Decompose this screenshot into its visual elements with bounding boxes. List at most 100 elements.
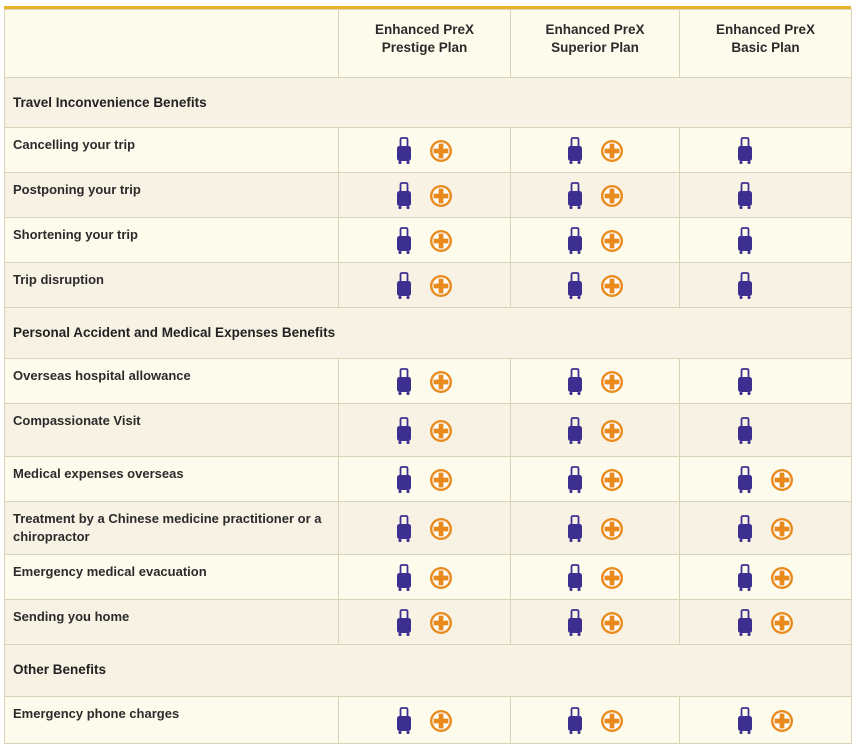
- coverage-cell-plan-3: [679, 358, 852, 404]
- coverage-icons: [396, 271, 453, 300]
- benefit-row: Emergency phone charges: [4, 696, 852, 744]
- luggage-icon: [567, 136, 583, 165]
- benefit-row: Emergency medical evacuation: [4, 554, 852, 600]
- benefit-row: Trip disruption: [4, 262, 852, 308]
- coverage-cell-plan-3: [679, 696, 852, 744]
- plan-name-line2: Prestige Plan: [381, 40, 468, 55]
- medical-cross-icon: [429, 566, 453, 590]
- luggage-icon: [567, 416, 583, 445]
- header-empty-cell: [4, 9, 339, 78]
- luggage-icon: [567, 514, 583, 543]
- coverage-icons: [396, 563, 453, 592]
- benefit-row: Overseas hospital allowance: [4, 358, 852, 404]
- coverage-icons: [567, 181, 624, 210]
- coverage-icons: [567, 271, 624, 300]
- luggage-icon: [737, 271, 753, 300]
- coverage-cell-plan-3: [679, 127, 852, 173]
- coverage-icons: [396, 416, 453, 445]
- benefit-row: Sending you home: [4, 599, 852, 645]
- medical-cross-icon: [770, 517, 794, 541]
- benefit-label: Postponing your trip: [4, 172, 339, 218]
- coverage-cell-plan-2: [510, 599, 680, 645]
- luggage-icon: [396, 706, 412, 735]
- medical-cross-icon: [429, 419, 453, 443]
- benefit-label: Overseas hospital allowance: [4, 358, 339, 404]
- medical-cross-icon: [600, 566, 624, 590]
- section-header-row: Travel Inconvenience Benefits: [4, 77, 852, 128]
- luggage-icon: [737, 136, 753, 165]
- benefit-label: Sending you home: [4, 599, 339, 645]
- luggage-icon: [567, 608, 583, 637]
- coverage-cell-plan-1: [338, 127, 511, 173]
- medical-cross-icon: [429, 370, 453, 394]
- coverage-cell-plan-1: [338, 217, 511, 263]
- luggage-icon: [567, 367, 583, 396]
- coverage-icons: [737, 136, 794, 165]
- coverage-icons: [737, 706, 794, 735]
- coverage-icons: [737, 226, 794, 255]
- luggage-icon: [567, 563, 583, 592]
- plan-name-line2: Basic Plan: [731, 40, 800, 55]
- coverage-icons: [396, 367, 453, 396]
- luggage-icon: [567, 271, 583, 300]
- benefit-label: Treatment by a Chinese medicine practiti…: [4, 501, 339, 555]
- plan-name-line1: Enhanced PreX: [545, 22, 645, 37]
- coverage-icons: [567, 416, 624, 445]
- luggage-icon: [737, 226, 753, 255]
- coverage-cell-plan-3: [679, 262, 852, 308]
- coverage-cell-plan-1: [338, 456, 511, 502]
- medical-cross-icon: [429, 517, 453, 541]
- coverage-icons: [396, 706, 453, 735]
- coverage-icons: [567, 367, 624, 396]
- medical-cross-icon: [429, 274, 453, 298]
- luggage-icon: [737, 181, 753, 210]
- luggage-icon: [737, 514, 753, 543]
- coverage-cell-plan-3: [679, 599, 852, 645]
- medical-cross-icon: [429, 184, 453, 208]
- luggage-icon: [737, 367, 753, 396]
- medical-cross-icon: [600, 611, 624, 635]
- medical-cross-icon: [600, 517, 624, 541]
- coverage-cell-plan-2: [510, 217, 680, 263]
- benefit-label: Emergency medical evacuation: [4, 554, 339, 600]
- luggage-icon: [567, 181, 583, 210]
- medical-cross-icon: [600, 468, 624, 492]
- coverage-cell-plan-3: [679, 172, 852, 218]
- coverage-cell-plan-1: [338, 172, 511, 218]
- coverage-cell-plan-3: [679, 554, 852, 600]
- benefit-label: Medical expenses overseas: [4, 456, 339, 502]
- benefit-label: Trip disruption: [4, 262, 339, 308]
- coverage-icons: [567, 514, 624, 543]
- luggage-icon: [737, 465, 753, 494]
- coverage-icons: [737, 608, 794, 637]
- benefit-label: Compassionate Visit: [4, 403, 339, 457]
- medical-cross-icon: [600, 229, 624, 253]
- medical-cross-icon: [429, 468, 453, 492]
- luggage-icon: [567, 706, 583, 735]
- table-header-row: Enhanced PreX Prestige Plan Enhanced Pre…: [4, 9, 852, 78]
- coverage-icons: [396, 465, 453, 494]
- coverage-cell-plan-2: [510, 696, 680, 744]
- medical-cross-icon: [429, 611, 453, 635]
- benefits-comparison-table: Enhanced PreX Prestige Plan Enhanced Pre…: [4, 9, 852, 744]
- coverage-icons: [567, 706, 624, 735]
- luggage-icon: [737, 706, 753, 735]
- coverage-icons: [396, 608, 453, 637]
- benefit-row: Cancelling your trip: [4, 127, 852, 173]
- coverage-cell-plan-2: [510, 127, 680, 173]
- coverage-icons: [396, 181, 453, 210]
- coverage-cell-plan-2: [510, 456, 680, 502]
- luggage-icon: [396, 465, 412, 494]
- coverage-icons: [567, 563, 624, 592]
- coverage-cell-plan-3: [679, 456, 852, 502]
- coverage-icons: [737, 514, 794, 543]
- plan-name-line1: Enhanced PreX: [374, 22, 475, 37]
- section-title: Personal Accident and Medical Expenses B…: [4, 307, 852, 359]
- medical-cross-icon: [600, 184, 624, 208]
- section-header-row: Personal Accident and Medical Expenses B…: [4, 307, 852, 359]
- medical-cross-icon: [770, 709, 794, 733]
- plan-header-superior: Enhanced PreX Superior Plan: [510, 9, 680, 78]
- coverage-icons: [567, 136, 624, 165]
- coverage-cell-plan-2: [510, 358, 680, 404]
- coverage-icons: [737, 416, 794, 445]
